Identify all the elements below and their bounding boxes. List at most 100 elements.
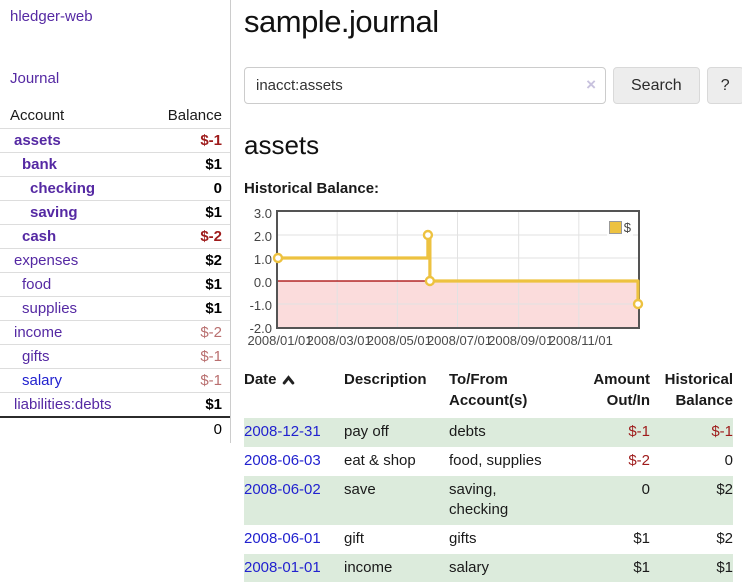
account-name-cell[interactable]: gifts — [0, 344, 148, 369]
account-name-cell[interactable]: checking — [0, 176, 148, 201]
register-description-cell: gift — [344, 530, 365, 547]
register-balance-cell: $-1 — [711, 423, 733, 440]
register-date-cell[interactable]: 2008-06-02 — [244, 476, 344, 525]
account-name-cell[interactable]: assets — [0, 128, 148, 153]
accounts-header-account: Account — [10, 107, 65, 124]
transaction-date-link[interactable]: 2008-12-31 — [244, 423, 321, 440]
register-amount-cell: $-2 — [628, 452, 650, 469]
register-accounts-cell: food, supplies — [449, 452, 542, 469]
chart-canvas — [272, 212, 644, 327]
sidebar-item-journal[interactable]: Journal — [10, 70, 60, 87]
account-link[interactable]: checking — [30, 180, 96, 197]
register-accounts-cell: gifts — [449, 530, 477, 547]
y-tick-label: 2.0 — [253, 229, 272, 244]
transaction-date-link[interactable]: 2008-06-02 — [244, 481, 321, 498]
account-row-checking: checking 0 — [0, 176, 230, 201]
account-name-cell[interactable]: salary — [0, 368, 148, 393]
register-row: 2008-06-01 gift gifts $1 $2 — [244, 525, 733, 554]
account-balance: $1 — [147, 200, 230, 225]
register-date-cell[interactable]: 2008-12-31 — [244, 418, 344, 447]
account-row-salary: salary $-1 — [0, 368, 230, 393]
account-balance: 0 — [147, 176, 230, 201]
x-tick-label: 2008/09/01 — [488, 333, 554, 348]
account-link[interactable]: assets — [14, 132, 61, 149]
account-link[interactable]: expenses — [14, 252, 79, 269]
page-title: sample.journal — [244, 4, 439, 39]
account-row-gifts: gifts $-1 — [0, 344, 230, 369]
account-name-cell[interactable]: cash — [0, 224, 148, 249]
help-button[interactable]: ? — [706, 67, 742, 104]
register-header-description: Description — [344, 371, 427, 388]
account-name-cell[interactable]: supplies — [0, 296, 148, 321]
register-row: 2008-01-01 income salary $1 $1 — [244, 554, 733, 582]
account-balance: $1 — [147, 272, 230, 297]
y-tick-label: 3.0 — [253, 206, 272, 221]
account-balance: $1 — [147, 296, 230, 321]
register-balance-cell: $2 — [716, 481, 733, 498]
register-row: 2008-06-02 save saving, checking 0 $2 — [244, 476, 733, 525]
account-link[interactable]: bank — [22, 156, 58, 173]
account-balance: $1 — [147, 392, 230, 417]
y-tick-label: 0.0 — [253, 275, 272, 290]
register-row: 2008-12-31 pay off debts $-1 $-1 — [244, 418, 733, 447]
clear-search-icon[interactable]: × — [586, 75, 596, 94]
register-date-cell[interactable]: 2008-01-01 — [244, 554, 344, 582]
register-header-accounts: To/From Account(s) — [449, 371, 528, 409]
account-name-cell[interactable]: bank — [0, 152, 148, 177]
account-row-supplies: supplies $1 — [0, 296, 230, 321]
account-name-cell[interactable]: expenses — [0, 248, 148, 273]
register-accounts-cell: salary — [449, 559, 490, 576]
register-amount-cell: 0 — [641, 481, 650, 498]
app-brand-link[interactable]: hledger-web — [10, 8, 93, 25]
account-balance: $-2 — [147, 224, 230, 249]
transaction-date-link[interactable]: 2008-06-01 — [244, 530, 321, 547]
register-amount-cell: $1 — [633, 530, 650, 547]
transaction-date-link[interactable]: 2008-06-03 — [244, 452, 321, 469]
legend-label: $ — [623, 220, 631, 235]
register-accounts-cell: debts — [449, 423, 486, 440]
accounts-body: assets $-1 bank $1 checking 0 saving $1 cash $-2 e… — [0, 128, 230, 417]
account-link[interactable]: income — [14, 324, 63, 341]
register-date-cell[interactable]: 2008-06-03 — [244, 447, 344, 476]
historical-balance-chart: $ 3.0 2.0 1.0 0.0 -1.0 -2.0 2008/01/01 2008/03/… — [247, 206, 742, 348]
accounts-total-row: 0 — [0, 416, 230, 441]
account-row-bank: bank $1 — [0, 152, 230, 177]
register-table: Date Description To/From Account(s) Amou… — [244, 367, 733, 582]
legend-swatch-icon — [608, 221, 622, 234]
account-row-assets: assets $-1 — [0, 128, 230, 153]
account-link[interactable]: salary — [22, 372, 63, 389]
register-header-balance: Historical Balance — [664, 371, 733, 409]
account-name-cell[interactable]: saving — [0, 200, 148, 225]
account-name-cell[interactable]: income — [0, 320, 148, 345]
sidebar: hledger-web Journal Account Balance asse… — [0, 0, 231, 443]
register-date-cell[interactable]: 2008-06-01 — [244, 525, 344, 554]
account-name-cell[interactable]: liabilities:debts — [0, 392, 148, 417]
register-header-row: Date Description To/From Account(s) Amou… — [244, 367, 733, 418]
register-row: 2008-06-03 eat & shop food, supplies $-2 0 — [244, 447, 733, 476]
search-button[interactable]: Search — [613, 67, 700, 104]
transaction-date-link[interactable]: 2008-01-01 — [244, 559, 321, 576]
register-accounts-cell: saving, checking — [449, 481, 509, 518]
account-link[interactable]: saving — [30, 204, 78, 221]
account-balance: $2 — [147, 248, 230, 273]
account-link[interactable]: cash — [22, 228, 57, 245]
account-row-cash: cash $-2 — [0, 224, 230, 249]
account-heading: assets — [244, 130, 320, 160]
y-tick-label: 1.0 — [253, 252, 272, 267]
account-link[interactable]: gifts — [22, 348, 50, 365]
accounts-table: Account Balance assets $-1 bank $1 checking 0… — [0, 104, 230, 441]
register-amount-cell: $-1 — [628, 423, 650, 440]
account-balance: $1 — [147, 152, 230, 177]
register-body: 2008-12-31 pay off debts $-1 $-1 2008-06-03 ea… — [244, 418, 733, 582]
register-header-date-sort[interactable]: Date — [244, 367, 344, 418]
register-balance-cell: $2 — [716, 530, 733, 547]
account-link[interactable]: food — [22, 276, 52, 293]
account-balance: $-1 — [147, 368, 230, 393]
search-input[interactable] — [244, 67, 606, 104]
search-form: × Search ? — [244, 67, 742, 104]
account-name-cell[interactable]: food — [0, 272, 148, 297]
x-tick-label: 2008/01/01 — [247, 333, 313, 348]
account-link[interactable]: supplies — [22, 300, 78, 317]
y-tick-label: -1.0 — [249, 298, 272, 313]
account-link[interactable]: liabilities:debts — [14, 396, 112, 413]
